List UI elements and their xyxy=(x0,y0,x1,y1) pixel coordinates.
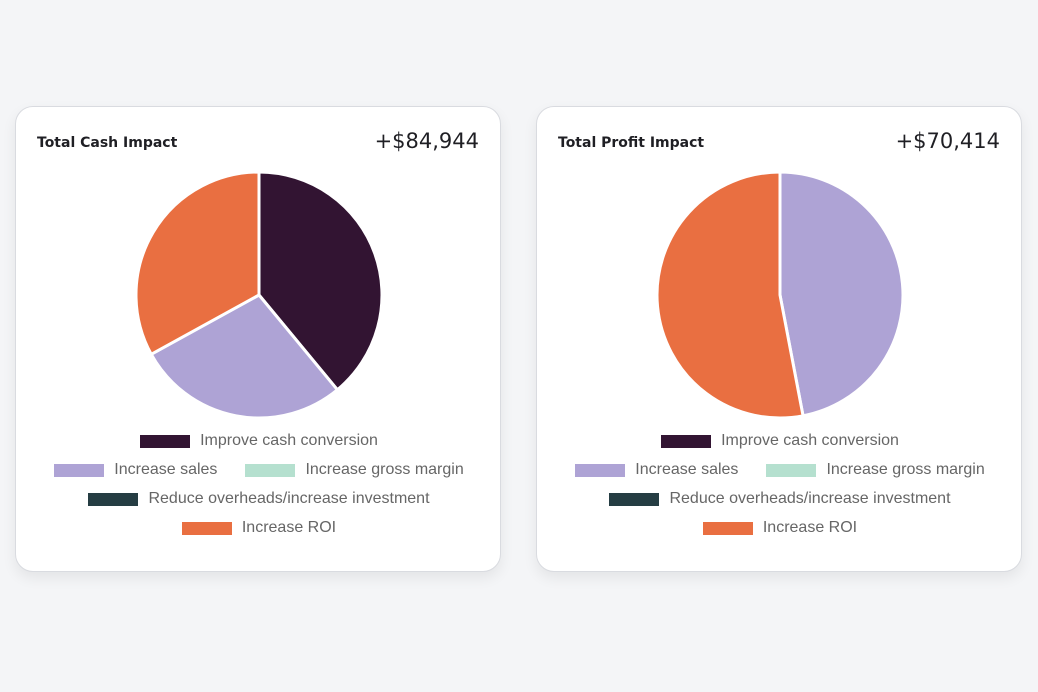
legend-label: Increase ROI xyxy=(241,519,337,536)
legend-swatch xyxy=(245,463,296,477)
legend-swatch xyxy=(181,521,232,535)
legend-row: Increase ROI xyxy=(537,519,1023,537)
pie-slice-increase-sales[interactable] xyxy=(149,293,340,420)
legend-label: Improve cash conversion xyxy=(721,432,899,449)
legend-swatch xyxy=(702,521,753,535)
pie-slice-increase-roi[interactable] xyxy=(134,170,261,357)
legend-item-reduce-overheads[interactable]: Reduce overheads/increase investment xyxy=(609,490,951,508)
legend-label: Increase gross margin xyxy=(305,461,464,478)
legend-row: Improve cash conversion xyxy=(16,432,502,450)
pie-slice-increase-sales[interactable] xyxy=(778,170,905,418)
profit-impact-card: Total Profit Impact +$70,414 Improve cas… xyxy=(536,106,1022,572)
legend-label: Increase sales xyxy=(635,461,739,478)
legend-row: Reduce overheads/increase investment xyxy=(16,490,502,508)
pie-chart xyxy=(134,170,384,420)
legend-item-improve-cash-conversion[interactable]: Improve cash conversion xyxy=(140,432,378,450)
legend-swatch xyxy=(609,492,660,506)
legend-item-improve-cash-conversion[interactable]: Improve cash conversion xyxy=(661,432,899,450)
pie-chart xyxy=(655,170,905,420)
legend-label: Increase ROI xyxy=(762,519,858,536)
legend-swatch xyxy=(766,463,817,477)
legend-swatch xyxy=(54,463,105,477)
legend-swatch xyxy=(661,434,712,448)
legend-row: Increase sales Increase gross margin xyxy=(537,461,1023,479)
card-total-value: +$70,414 xyxy=(895,129,1000,153)
legend-swatch xyxy=(575,463,626,477)
legend-item-increase-roi[interactable]: Increase ROI xyxy=(702,519,858,537)
card-total-value: +$84,944 xyxy=(374,129,479,153)
pie-slice-increase-roi[interactable] xyxy=(655,170,805,420)
legend-row: Improve cash conversion xyxy=(537,432,1023,450)
legend-label: Improve cash conversion xyxy=(200,432,378,449)
legend-item-increase-gross-margin[interactable]: Increase gross margin xyxy=(766,461,985,479)
legend-row: Increase ROI xyxy=(16,519,502,537)
legend-label: Reduce overheads/increase investment xyxy=(669,490,951,507)
cash-impact-card: Total Cash Impact +$84,944 Improve cash … xyxy=(15,106,501,572)
legend-item-increase-gross-margin[interactable]: Increase gross margin xyxy=(245,461,464,479)
legend-row: Reduce overheads/increase investment xyxy=(537,490,1023,508)
legend-row: Increase sales Increase gross margin xyxy=(16,461,502,479)
legend-item-increase-sales[interactable]: Increase sales xyxy=(54,461,217,479)
legend-item-reduce-overheads[interactable]: Reduce overheads/increase investment xyxy=(88,490,430,508)
legend-label: Increase sales xyxy=(114,461,218,478)
legend-item-increase-roi[interactable]: Increase ROI xyxy=(181,519,337,537)
card-title: Total Profit Impact xyxy=(558,135,705,151)
legend-item-increase-sales[interactable]: Increase sales xyxy=(575,461,738,479)
legend-label: Reduce overheads/increase investment xyxy=(148,490,430,507)
legend-label: Increase gross margin xyxy=(826,461,985,478)
legend-swatch xyxy=(140,434,191,448)
pie-slice-improve-cash-conversion[interactable] xyxy=(257,170,384,392)
legend-swatch xyxy=(88,492,139,506)
card-title: Total Cash Impact xyxy=(37,135,178,151)
